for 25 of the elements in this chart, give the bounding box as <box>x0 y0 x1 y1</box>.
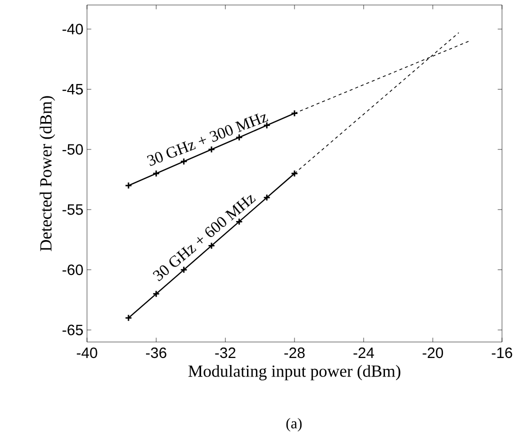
point <box>152 290 160 298</box>
x-tick-label: -40 <box>76 348 98 358</box>
point <box>235 134 243 142</box>
x-tick-label: -28 <box>284 348 305 358</box>
y-tick-label: -45 <box>62 84 83 94</box>
text: 30 GHz + 600 MHz <box>152 194 256 282</box>
point <box>180 158 188 166</box>
x-tick-label: -20 <box>422 348 444 358</box>
y-tick-label: -40 <box>62 24 83 34</box>
y-axis-title: Detected Power (dBm) <box>40 96 56 252</box>
y-tick-label: -50 <box>62 144 83 155</box>
y-tick-label: -60 <box>62 264 83 276</box>
point <box>263 194 271 202</box>
x-tick-label: -32 <box>215 348 236 358</box>
text: (a) <box>286 418 302 432</box>
x-tick-label: -36 <box>146 348 166 358</box>
y-tick-label: -65 <box>62 324 83 336</box>
x-tick-label: -16 <box>492 348 512 358</box>
point <box>152 170 160 178</box>
text: 30 GHz + 300 MHz <box>146 114 268 166</box>
x-axis-title: Modulating input power (dBm) <box>188 364 400 380</box>
y-tick-label: -55 <box>62 204 83 215</box>
x-tick-label: -24 <box>354 348 374 358</box>
point <box>208 242 216 250</box>
point <box>208 146 216 154</box>
